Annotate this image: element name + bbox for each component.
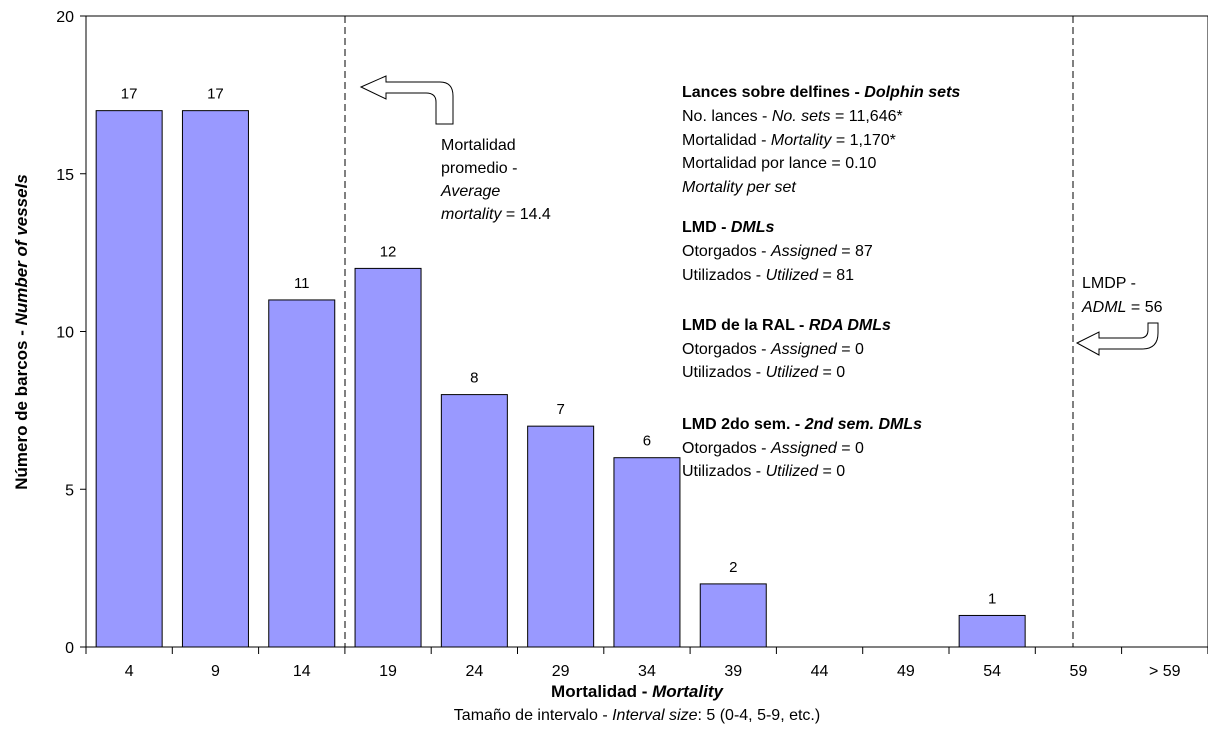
svg-text:LMD de la RAL - RDA DMLs: LMD de la RAL - RDA DMLs [682,317,891,334]
average-arrow-icon [359,75,454,125]
svg-text:Utilizados - Utilized = 81: Utilizados - Utilized = 81 [682,267,854,284]
svg-text:Lances sobre delfines - Dolphi: Lances sobre delfines - Dolphin sets [682,84,960,101]
average-label-line-2: promedio - [441,160,517,177]
y-tick-label: 5 [65,482,74,499]
x-tick-label: 59 [1070,663,1088,680]
bar-data-label: 8 [470,370,478,387]
bar-data-label: 2 [729,559,737,576]
bar [699,583,767,648]
x-tick-label: > 59 [1149,663,1181,680]
adml-arrow-icon [1075,322,1159,356]
x-tick-label: 44 [811,663,829,680]
info-block: Lances sobre delfines - Dolphin sets No.… [682,84,960,480]
svg-text:No. lances - No. sets = 11,646: No. lances - No. sets = 11,646* [682,108,903,125]
x-tick-label: 14 [293,663,311,680]
x-tick-label: 9 [211,663,220,680]
bar [181,110,249,648]
x-tick-label: 24 [465,663,483,680]
bar-data-label: 17 [207,86,224,103]
x-tick-label: 49 [897,663,915,680]
x-tick-label: 29 [552,663,570,680]
svg-text:Otorgados - Assigned = 0: Otorgados - Assigned = 0 [682,440,864,457]
svg-text:Utilizados - Utilized = 0: Utilizados - Utilized = 0 [682,463,845,480]
average-label-line-3: Average [440,183,500,200]
bar [354,267,422,648]
bar-data-label: 1 [988,590,996,607]
y-tick-label: 0 [65,640,74,657]
bar-data-label: 6 [643,433,651,450]
svg-text:LMD 2do sem. - 2nd sem. DMLs: LMD 2do sem. - 2nd sem. DMLs [682,416,922,433]
bar [613,457,681,648]
svg-text:Mortalidad - Mortality = 1,170: Mortalidad - Mortality = 1,170* [682,132,896,149]
svg-text:Utilizados - Utilized = 0: Utilizados - Utilized = 0 [682,364,845,381]
bar-series [95,110,1026,648]
adml-label-line-2: ADML = 56 [1081,299,1163,316]
x-tick-label: 34 [638,663,656,680]
svg-text:Mortalidad por lance = 0.10: Mortalidad por lance = 0.10 [682,155,876,172]
bar [268,299,336,648]
bar [527,425,595,648]
x-tick-label: 39 [724,663,742,680]
svg-text:Mortality per set: Mortality per set [682,179,796,196]
svg-text:Otorgados - Assigned = 0: Otorgados - Assigned = 0 [682,341,864,358]
x-axis-title: Mortalidad - Mortality [551,682,724,701]
bar-data-labels: 17 17 11 12 8 7 6 2 1 [121,86,997,608]
average-label-line-4: mortality = 14.4 [441,206,551,223]
bar [95,110,163,648]
bar [958,614,1026,648]
y-tick-label: 20 [56,9,74,26]
average-label-line-1: Mortalidad [441,137,516,154]
svg-text:LMD - DMLs: LMD - DMLs [682,219,775,236]
adml-label-line-1: LMDP - [1082,275,1136,292]
bar-data-label: 17 [121,86,138,103]
bar-data-label: 11 [294,275,310,292]
x-axis-subtitle: Tamaño de intervalo - Interval size: 5 (… [454,707,820,724]
bar-data-label: 12 [380,243,397,260]
y-axis: 0 5 10 15 20 [56,9,86,657]
x-tick-label: 54 [983,663,1001,680]
x-tick-label: 19 [379,663,397,680]
y-axis-title: Número de barcos - Number of vessels [12,174,31,490]
x-tick-label: 4 [125,663,134,680]
y-tick-label: 10 [56,325,74,342]
bar [440,394,508,648]
bar-data-label: 7 [556,401,564,418]
svg-text:Otorgados - Assigned = 87: Otorgados - Assigned = 87 [682,243,873,260]
x-axis: 4 9 14 19 24 29 34 39 44 49 54 59 > 59 [85,647,1208,680]
y-tick-label: 15 [56,167,74,184]
